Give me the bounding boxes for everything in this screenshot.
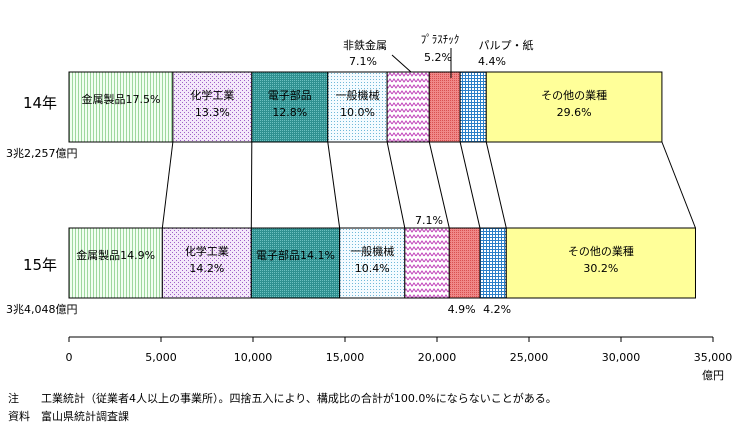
x-tick-label-3: 15,000 bbox=[326, 351, 365, 364]
x-axis: 0 5,000 10,000 15,000 20,000 25,000 30,000 35,0… bbox=[66, 336, 733, 382]
bar-segment-1-2 bbox=[250, 227, 341, 299]
segment-label-1-0-0: 金属製品14.9% bbox=[76, 248, 155, 262]
outside-label-pulp: 4.2% bbox=[483, 303, 511, 316]
segment-label-0-3-1: 10.0% bbox=[340, 106, 375, 119]
x-tick-label-6: 30,000 bbox=[602, 351, 641, 364]
bar-segment-0-0 bbox=[68, 71, 174, 143]
callout-pulp-name: パルプ・紙 bbox=[479, 38, 534, 52]
connector-line-6 bbox=[459, 141, 481, 229]
x-tick-label-2: 10,000 bbox=[234, 351, 273, 364]
bar-segment-0-1 bbox=[172, 71, 253, 143]
bar-segment-1-5 bbox=[448, 227, 481, 299]
bar-segment-0-6 bbox=[459, 71, 487, 143]
segment-label-1-3-1: 10.4% bbox=[355, 262, 390, 275]
segment-label-1-2-0: 電子部品14.1% bbox=[256, 248, 335, 262]
connector-line-3 bbox=[327, 141, 341, 229]
bar-group bbox=[68, 71, 696, 299]
bar-segment-1-6 bbox=[479, 227, 507, 299]
callout-pulp-pct: 4.4% bbox=[478, 55, 506, 68]
bar-segment-1-7 bbox=[505, 227, 696, 299]
bar-segment-1-3 bbox=[339, 227, 406, 299]
connector-line-7 bbox=[485, 141, 507, 229]
segment-label-1-1-1: 14.2% bbox=[189, 262, 224, 275]
connector-line-8 bbox=[661, 141, 696, 229]
year-label-0: 14年 bbox=[23, 94, 57, 112]
total-label-0: 3兆2,257億円 bbox=[6, 147, 78, 160]
x-tick-label-7: 35,000 bbox=[694, 351, 733, 364]
x-tick-label-5: 25,000 bbox=[510, 351, 549, 364]
segment-label-1-7-0: その他の業種 bbox=[568, 244, 634, 258]
year-label-1: 15年 bbox=[23, 256, 57, 274]
segment-label-0-3-0: 一般機械 bbox=[335, 88, 379, 102]
segment-label-0-7-1: 29.6% bbox=[557, 106, 592, 119]
callout-nonferrous-name: 非鉄金属 bbox=[343, 38, 387, 52]
connector-line-5 bbox=[428, 141, 450, 229]
segment-label-1-7-1: 30.2% bbox=[583, 262, 618, 275]
x-tick-label-1: 5,000 bbox=[145, 351, 177, 364]
bar-segment-0-7 bbox=[485, 71, 663, 143]
segment-label-1-3-0: 一般機械 bbox=[350, 244, 394, 258]
total-label-1: 3兆4,048億円 bbox=[6, 303, 78, 316]
x-tick-label-4: 20,000 bbox=[418, 351, 457, 364]
source-note: 資料 富山県統計調査課 bbox=[8, 410, 129, 423]
connector-line-4 bbox=[386, 141, 406, 229]
bar-segment-1-0 bbox=[68, 227, 163, 299]
segment-label-0-7-0: その他の業種 bbox=[541, 88, 607, 102]
segment-label-0-2-0: 電子部品 bbox=[268, 88, 312, 102]
outside-label-nonferrous: 7.1% bbox=[415, 214, 443, 227]
x-tick-label-0: 0 bbox=[66, 351, 73, 364]
segment-label-0-0-0: 金属製品17.5% bbox=[81, 92, 160, 106]
callout-plastic-pct: 5.2% bbox=[424, 51, 452, 64]
segment-label-0-1-1: 13.3% bbox=[195, 106, 230, 119]
label-group: 金属製品17.5% 化学工業 13.3% 電子部品 12.8% 一般機械 10.0% その他の… bbox=[6, 88, 634, 316]
segment-label-0-1-0: 化学工業 bbox=[190, 88, 234, 102]
connector-lines bbox=[161, 141, 696, 229]
segment-label-1-1-0: 化学工業 bbox=[185, 244, 229, 258]
segment-label-0-2-1: 12.8% bbox=[272, 106, 307, 119]
outside-label-plastic: 4.9% bbox=[448, 303, 476, 316]
x-axis-unit: 億円 bbox=[702, 369, 724, 382]
bar-segment-0-5 bbox=[428, 71, 461, 143]
callout-group: 非鉄金属 7.1% ﾌﾟﾗｽﾁｯｸ 5.2% パルプ・紙 4.4% bbox=[343, 33, 534, 78]
footnote: 注 工業統計（従業者4人以上の事業所）。四捨五入により、構成比の合計が100.0… bbox=[8, 392, 557, 405]
callout-leader-nonferrous bbox=[391, 54, 412, 73]
bar-segment-1-4 bbox=[404, 227, 450, 299]
bar-segment-0-4 bbox=[386, 71, 430, 143]
connector-line-1 bbox=[161, 141, 174, 229]
callout-plastic-name: ﾌﾟﾗｽﾁｯｸ bbox=[421, 33, 460, 46]
callout-nonferrous-pct: 7.1% bbox=[349, 55, 377, 68]
